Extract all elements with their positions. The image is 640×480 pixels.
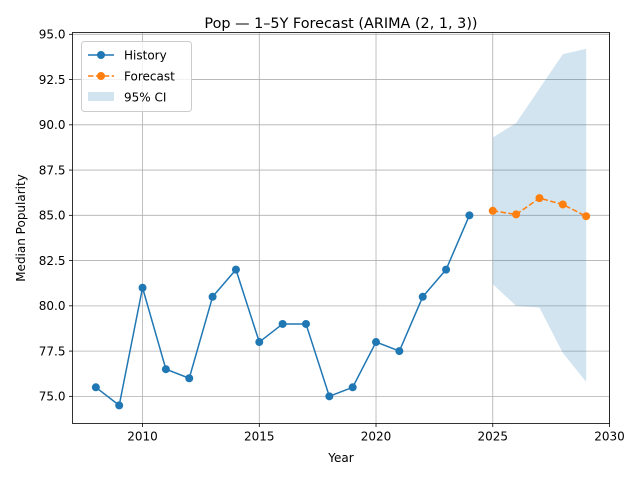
forecast-point — [558, 200, 567, 209]
legend-history-marker — [97, 51, 105, 59]
history-point — [372, 338, 381, 347]
history-point — [278, 319, 287, 328]
history-point — [465, 211, 474, 220]
legend-ci-swatch — [88, 92, 114, 101]
y-tick-label: 87.5 — [39, 163, 66, 177]
y-tick-label: 75.0 — [39, 390, 66, 404]
plot-frame — [72, 32, 610, 424]
forecast-point — [582, 212, 591, 221]
y-tick-label: 90.0 — [39, 118, 66, 132]
series-points — [91, 194, 591, 410]
history-point — [395, 347, 404, 356]
y-axis-title: Median Popularity — [14, 174, 28, 282]
history-point — [348, 383, 357, 392]
ci-band — [492, 48, 587, 382]
ci-band-layer — [492, 48, 587, 382]
history-point — [138, 283, 147, 292]
x-tick-label: 2020 — [361, 430, 392, 444]
x-axis-ticks: 2010 2015 2020 2025 2030 — [127, 423, 625, 444]
y-tick-label: 77.5 — [39, 344, 66, 358]
history-point — [115, 401, 124, 410]
legend-history-label: History — [124, 49, 167, 63]
legend-forecast-label: Forecast — [124, 70, 175, 84]
history-point — [325, 392, 334, 401]
x-tick-label: 2015 — [244, 430, 275, 444]
history-point — [185, 374, 194, 383]
forecast-point — [488, 206, 497, 215]
forecast-point — [535, 194, 544, 203]
forecast-point — [512, 210, 521, 219]
x-tick-label: 2025 — [477, 430, 508, 444]
legend-frame — [81, 41, 192, 112]
history-point — [442, 265, 451, 274]
legend: History Forecast 95% CI — [81, 41, 192, 112]
history-point — [231, 265, 240, 274]
y-tick-label: 82.5 — [39, 254, 66, 268]
history-point — [255, 338, 264, 347]
y-axis-ticks: 75.0 77.5 80.0 82.5 85.0 87.5 90.0 92.5 95.0 — [39, 28, 73, 404]
history-point — [161, 365, 170, 374]
x-tick-label: 2010 — [127, 430, 158, 444]
history-point — [208, 292, 217, 301]
y-tick-label: 80.0 — [39, 299, 66, 313]
y-tick-label: 92.5 — [39, 73, 66, 87]
history-point — [91, 383, 100, 392]
legend-forecast-marker — [97, 72, 105, 80]
x-axis-title: Year — [327, 451, 353, 465]
history-point — [418, 292, 427, 301]
y-tick-label: 85.0 — [39, 209, 66, 223]
y-tick-label: 95.0 — [39, 28, 66, 42]
chart-title: Pop — 1–5Y Forecast (ARIMA (2, 1, 3)) — [204, 16, 477, 32]
legend-ci-label: 95% CI — [124, 91, 166, 105]
x-tick-label: 2030 — [594, 430, 625, 444]
history-line — [95, 215, 471, 407]
history-point — [301, 319, 310, 328]
